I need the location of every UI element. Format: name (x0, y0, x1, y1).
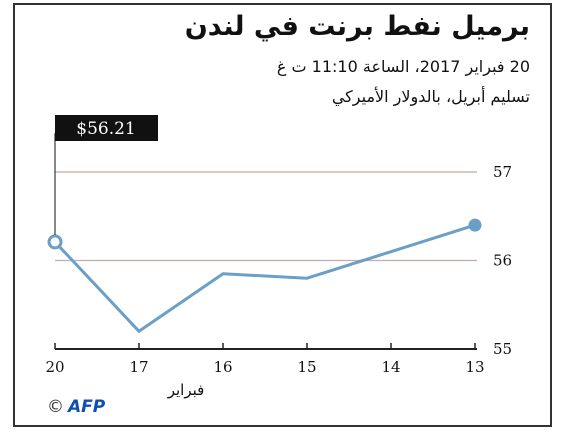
latest-value-marker (47, 234, 63, 250)
series-line (53, 223, 476, 333)
x-tick-label: 17 (129, 358, 148, 376)
y-tick-label: 56 (493, 252, 512, 270)
afp-credit: © AFP (47, 397, 105, 417)
line-chart: 57 56 55 20 17 16 15 14 13 فبراير $56.21 (45, 115, 512, 399)
y-tick-label: 55 (493, 340, 512, 358)
x-tick-label: 15 (297, 358, 316, 376)
x-tick-label: 16 (213, 358, 232, 376)
chart-title: برميل نفط برنت في لندن (184, 11, 530, 42)
x-axis-title: فبراير (167, 381, 205, 399)
chart-subtitle-delivery: تسليم أبريل، بالدولار الأميركي (331, 87, 530, 106)
copyright-symbol: © (47, 397, 64, 417)
chart-subtitle-date: 20 فبراير 2017، الساعة 11:10 ت غ (276, 57, 530, 76)
callout-box (55, 115, 158, 141)
afp-logo: AFP (68, 397, 106, 417)
callout-value: $56.21 (76, 119, 135, 139)
x-tick-label: 13 (465, 358, 484, 376)
x-tick-label: 20 (45, 358, 64, 376)
x-tick-label: 14 (381, 358, 400, 376)
y-tick-label: 57 (493, 163, 512, 181)
chart-card: برميل نفط برنت في لندن 20 فبراير 2017، ا… (13, 3, 552, 427)
first-value-marker (468, 218, 482, 232)
